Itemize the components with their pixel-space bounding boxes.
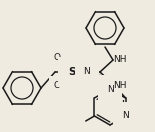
Text: N: N	[107, 84, 113, 93]
Text: NH: NH	[113, 55, 127, 63]
Text: N: N	[84, 67, 90, 77]
Text: O: O	[53, 81, 60, 89]
Text: S: S	[68, 67, 76, 77]
Text: O: O	[53, 53, 60, 62]
Text: NH: NH	[113, 81, 127, 89]
Text: N: N	[122, 112, 129, 121]
